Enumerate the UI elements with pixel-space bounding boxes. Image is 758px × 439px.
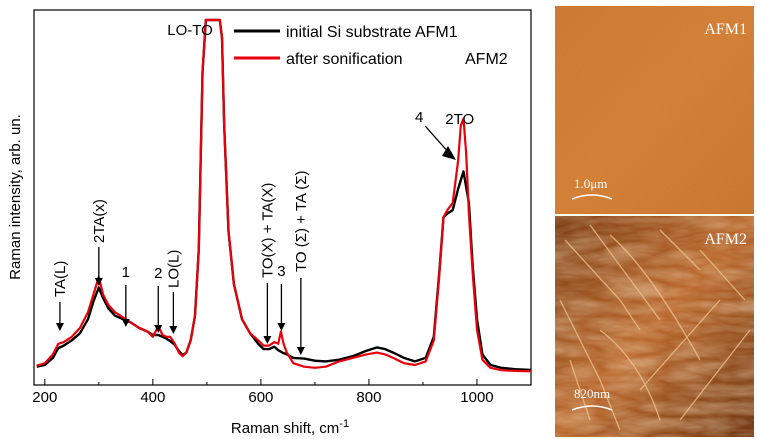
- x-tick-label: 400: [140, 389, 165, 406]
- x-axis-title-text: Raman shift, cm: [231, 420, 339, 437]
- afm2-label: AFM2: [704, 231, 747, 248]
- afm2-flakes: [559, 224, 751, 431]
- annotation-label: TO(X) + TA(X): [259, 183, 276, 278]
- afm1-texture: [555, 6, 754, 214]
- afm1-scale-label: 1.0μm: [574, 176, 607, 191]
- annotation-arrowhead: [154, 325, 163, 333]
- annotation-label: 2: [154, 265, 162, 282]
- annotation-label: TA(L): [52, 261, 69, 297]
- x-tick-label: 200: [32, 389, 57, 406]
- annotation-arrowhead: [121, 319, 130, 327]
- annotation-label: 1: [122, 264, 130, 281]
- afm1-panel: AFM1 1.0μm: [555, 6, 754, 214]
- annotation-arrowhead: [55, 323, 64, 331]
- x-axis-title: Raman shift, cm-1: [231, 418, 349, 437]
- x-tick-label: 1000: [460, 389, 493, 406]
- legend: initial Si substrate AFM1 after sonifica…: [234, 24, 508, 68]
- annotation-arrowhead: [94, 278, 103, 286]
- legend-label-afm2: AFM2: [465, 51, 508, 68]
- afm2-panel: AFM2 820nm: [555, 216, 754, 437]
- afm1-label: AFM1: [704, 21, 747, 38]
- annotation-arrowhead: [263, 336, 272, 344]
- annotation-arrowhead: [277, 323, 286, 331]
- annotation-label: 2TA(x): [91, 199, 108, 243]
- annotation-arrowhead: [296, 347, 305, 355]
- annotation-arrowhead: [442, 146, 456, 160]
- afm1-scale-bar: [571, 194, 613, 200]
- x-tick-label: 600: [248, 389, 273, 406]
- afm2-texture: [555, 216, 754, 437]
- annotation-label: LO-TO: [167, 22, 213, 39]
- legend-label-sonification: after sonification: [286, 51, 403, 68]
- plot-frame: [33, 9, 532, 386]
- annotation-arrowhead: [169, 326, 178, 334]
- annotation-label: 3: [277, 263, 285, 280]
- afm2-scale-label: 820nm: [574, 386, 610, 401]
- y-axis-title: Raman intensity, arb. un.: [7, 114, 24, 280]
- annotation-label: TO (Σ) + TA (Σ): [293, 171, 310, 272]
- afm2-scale-bar: [571, 405, 613, 411]
- annotation-label: LO(L): [165, 250, 182, 288]
- annotation-label: 2TO: [445, 111, 474, 128]
- annotation-label: 4: [415, 109, 423, 126]
- legend-label-initial: initial Si substrate AFM1: [286, 24, 458, 41]
- annotations: TA(L) 2TA(x) 1 2 LO(L) LO-TO TO(X) + TA(X) 3 TO …: [52, 22, 474, 355]
- x-tick-label: 800: [356, 389, 381, 406]
- annotation-arrow: [424, 125, 451, 155]
- x-axis-ticks: 200 400 600 800 1000: [32, 379, 532, 406]
- x-axis-title-superscript: -1: [339, 418, 349, 430]
